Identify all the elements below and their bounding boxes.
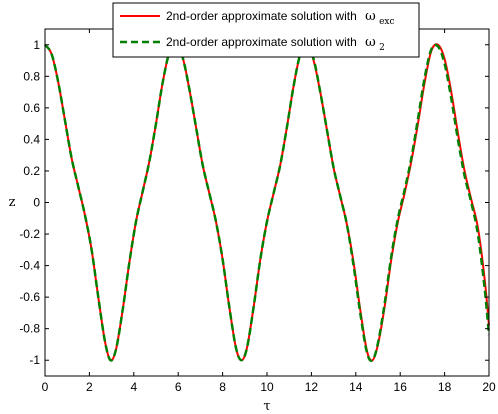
x-tick-label: 10 (260, 380, 274, 394)
series-layer (43, 43, 491, 363)
y-tick-label: -0.6 (19, 290, 40, 304)
x-tick-label: 14 (349, 380, 363, 394)
y-tick-label: -1 (29, 353, 40, 367)
legend-box (112, 2, 420, 58)
x-tick-label: 12 (305, 380, 319, 394)
y-tick-label: 1 (33, 38, 40, 52)
y-tick-label: 0 (33, 196, 40, 210)
x-tick-label: 4 (130, 380, 137, 394)
x-tick-label: 6 (175, 380, 182, 394)
y-tick-label: 0.6 (23, 101, 40, 115)
x-tick-label: 2 (86, 380, 93, 394)
legend-label-omega2-subscript: 2 (379, 43, 385, 53)
legend-label-exc-text: 2nd-order approximate solution with (166, 9, 357, 23)
legend-label-exc: 2nd-order approximate solution with ω ex… (166, 9, 395, 27)
x-axis: 0 2 4 6 8 10 12 14 16 18 20 (42, 29, 496, 394)
y-axis: -1 -0.8 -0.6 -0.4 -0.2 0 0.2 0.4 0.6 0.8 1 (19, 38, 489, 367)
y-tick-label: -0.2 (19, 227, 40, 241)
legend: 2nd-order approximate solution with ω ex… (112, 2, 420, 58)
x-tick-label: 18 (438, 380, 452, 394)
legend-label-omega2: 2nd-order approximate solution with ω 2 (166, 35, 385, 53)
y-tick-label: 0.4 (23, 132, 40, 146)
y-tick-label: -0.4 (19, 259, 40, 273)
legend-label-omega2-omega: ω (365, 35, 376, 50)
x-tick-label: 8 (219, 380, 226, 394)
x-tick-label: 16 (394, 380, 408, 394)
plot-area (45, 29, 489, 376)
series-line-omega2 (43, 43, 491, 363)
y-tick-label: -0.8 (19, 322, 40, 336)
legend-label-omega2-text: 2nd-order approximate solution with (166, 35, 357, 49)
legend-label-exc-subscript: exc (379, 17, 394, 27)
legend-label-exc-omega: ω (365, 9, 376, 24)
x-tick-label: 0 (42, 380, 49, 394)
y-axis-label: z (9, 195, 16, 210)
y-tick-label: 0.2 (23, 164, 40, 178)
y-tick-label: 0.8 (23, 69, 40, 83)
x-axis-label: τ (263, 399, 270, 414)
x-tick-label: 20 (482, 380, 496, 394)
